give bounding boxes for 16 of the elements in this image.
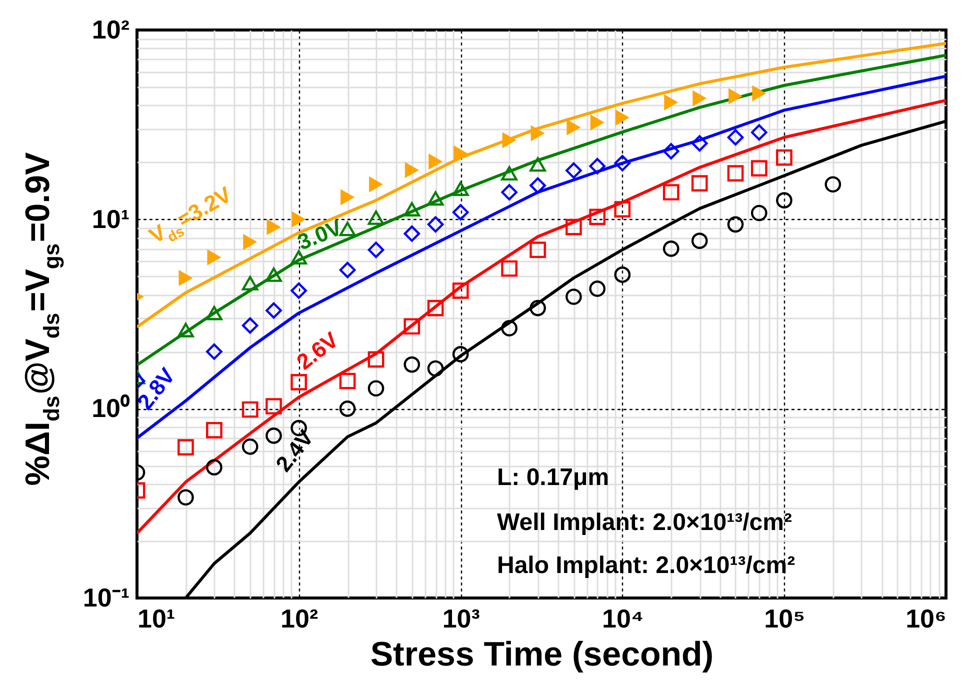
y-tick-label: 10⁰	[92, 393, 130, 424]
x-tick-label: 10¹	[138, 604, 176, 634]
y-tick-label: 10¹	[92, 204, 130, 234]
x-tick-label: 10⁶	[906, 604, 946, 634]
x-tick-label: 10³	[442, 604, 480, 634]
y-tick-label: 10⁻¹	[82, 582, 130, 612]
x-tick-label: 10⁴	[602, 604, 644, 634]
annotation: Well Implant: 2.0×10¹³/cm²	[497, 509, 792, 536]
x-tick-label: 10⁵	[764, 604, 806, 634]
annotation: L: 0.17μm	[497, 464, 610, 491]
x-tick-label: 10²	[280, 604, 318, 634]
text: 3.0V	[294, 214, 346, 255]
x-axis-title: Stress Time (second)	[370, 636, 714, 674]
y-tick-label: 10²	[92, 14, 130, 44]
annotation: Halo Implant: 2.0×10¹³/cm²	[497, 552, 796, 579]
y-axis-title: %ΔIds@Vds=Vgs=0.9V	[19, 152, 64, 486]
